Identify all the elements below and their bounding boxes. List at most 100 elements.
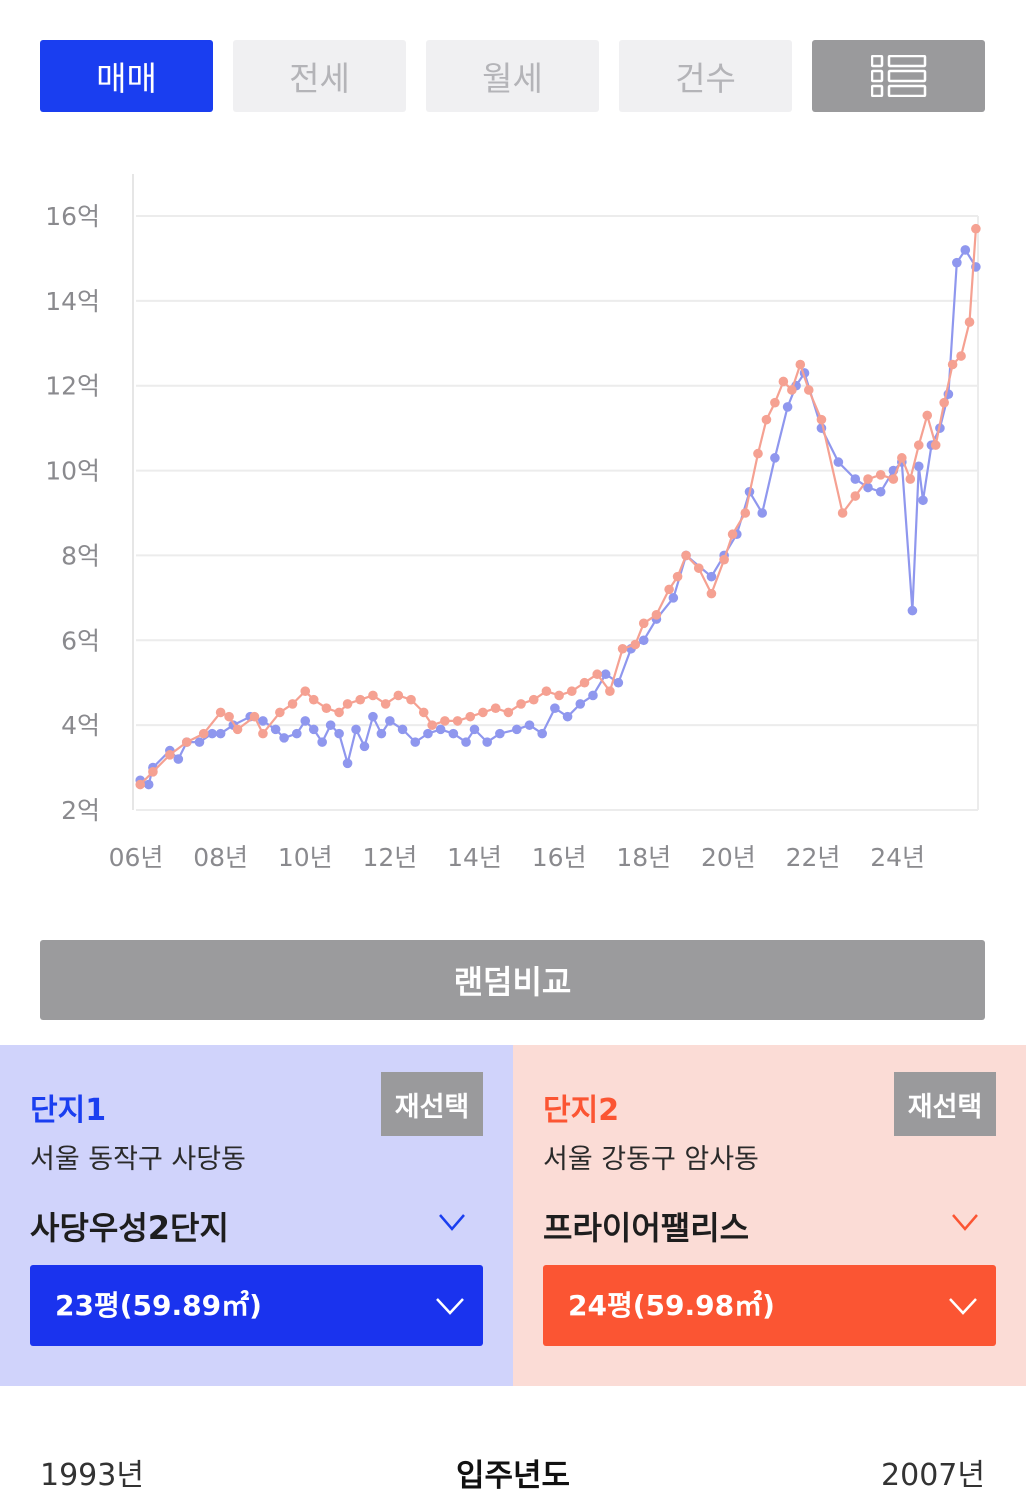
list-icon [870, 55, 926, 97]
series-1-point [435, 724, 446, 735]
series-2-point [135, 779, 146, 790]
series-2-point [380, 699, 391, 709]
series-2-point [516, 699, 526, 709]
y-tick-label: 16억 [45, 202, 100, 231]
series-1-point [325, 720, 336, 730]
series-1-point [482, 737, 492, 747]
x-tick-label: 22년 [786, 843, 841, 872]
complex2-title: 단지2 [543, 1093, 620, 1128]
series-1-point [913, 461, 924, 472]
x-tick-label: 18년 [616, 843, 671, 872]
price-chart-svg: 16억 14억 12억 10억 8억 6억 4억 2억 06년 08년 10년 12년 14년 16년 18… [45, 174, 981, 872]
y-tick-label: 12억 [45, 372, 100, 401]
series-2-point [947, 359, 958, 370]
series-2-point [342, 699, 353, 709]
x-tick-label: 12년 [362, 843, 417, 872]
series-2-point [440, 716, 450, 726]
complex1-move-in-year: 1993년 [40, 1458, 144, 1493]
y-tick-label: 8억 [61, 541, 100, 570]
series-1-point [952, 257, 962, 268]
series-2-point [905, 474, 916, 484]
series-2-point [753, 448, 763, 459]
complex2-panel: 단지2 재선택 서울 강동구 암사동 프라이어팰리스 24평(59.98㎡) [513, 1045, 1026, 1386]
series-2-point [956, 351, 966, 361]
series-1-point [770, 453, 780, 463]
tab-sale[interactable]: 매매 [40, 40, 213, 112]
complex2-reselect-button[interactable]: 재선택 [894, 1072, 996, 1136]
series-2-point [275, 707, 285, 718]
series-1-point [342, 758, 353, 769]
chevron-down-icon[interactable] [437, 1203, 467, 1243]
x-tick-label: 20년 [701, 843, 756, 872]
series-1-point [423, 728, 433, 739]
series-1-point [875, 486, 886, 497]
x-tick-label: 24년 [870, 843, 925, 872]
series-2-point [198, 728, 209, 739]
series-1-point [448, 728, 459, 739]
series-2-point [554, 690, 564, 701]
series-1-point [782, 402, 793, 412]
complex1-size-dropdown[interactable]: 23평(59.89㎡) [30, 1265, 483, 1346]
series-1-point [351, 724, 361, 735]
series-2-point [964, 317, 975, 327]
series-2-point [681, 550, 691, 561]
series-2-point [939, 397, 949, 408]
series-2-point [406, 694, 416, 705]
complex2-size-dropdown[interactable]: 24평(59.98㎡) [543, 1265, 996, 1346]
complex2-move-in-year: 2007년 [881, 1458, 985, 1493]
series-2-point [308, 694, 319, 705]
series-1-point [960, 245, 971, 255]
series-2-point [787, 385, 797, 395]
series-1-point [850, 474, 861, 484]
series-1-point [207, 728, 217, 739]
complex2-name-dropdown[interactable]: 프라이어팰리스 [543, 1209, 750, 1247]
tab-count[interactable]: 건수 [619, 40, 792, 112]
series-2-point [888, 474, 899, 484]
series-2-point [971, 223, 981, 234]
series-2-point [913, 440, 924, 450]
x-tick-label: 16년 [532, 843, 587, 872]
price-chart[interactable]: 16억 14억 12억 10억 8억 6억 4억 2억 06년 08년 10년 12년 14년 16년 18… [0, 150, 1026, 890]
complex1-region: 서울 동작구 사당동 [30, 1144, 246, 1175]
series-1-point [359, 741, 370, 752]
series-2-point [528, 694, 539, 705]
series-2-point [465, 711, 476, 722]
series-2-point [740, 508, 751, 518]
series-2-point [778, 376, 789, 387]
series-1-point [173, 754, 184, 764]
series-2-point [930, 440, 941, 450]
tab-wolse[interactable]: 월세 [426, 40, 599, 112]
series-1-point [215, 728, 226, 739]
series-2-point [181, 737, 192, 747]
complex2-region: 서울 강동구 암사동 [543, 1144, 759, 1175]
series-1-point [317, 737, 327, 747]
tab-jeonse[interactable]: 전세 [233, 40, 406, 112]
series-1-point [469, 724, 480, 735]
series-2-point [651, 610, 662, 620]
series-1-point [300, 716, 311, 726]
series-2-point [617, 643, 628, 654]
series-1-point [757, 508, 768, 518]
random-compare-button[interactable]: 랜덤비교 [40, 940, 985, 1020]
series-1-point [143, 779, 154, 790]
series-2-point [672, 571, 683, 582]
series-1-point [638, 635, 649, 646]
x-tick-label: 10년 [278, 843, 333, 872]
x-tick-label: 08년 [193, 843, 248, 872]
complex1-name-dropdown[interactable]: 사당우성2단지 [30, 1209, 229, 1247]
series-2-point [503, 707, 514, 718]
series-1-point [524, 720, 535, 730]
list-view-button[interactable] [812, 40, 985, 112]
series-2-point [148, 767, 158, 777]
series-2-point [816, 414, 827, 425]
chevron-down-icon[interactable] [950, 1203, 980, 1243]
y-tick-label: 6억 [61, 626, 100, 655]
series-2-point [249, 711, 260, 722]
series-2-point [355, 694, 366, 705]
series-2-point [592, 669, 602, 680]
series-2-point [452, 716, 463, 726]
series-1-point [258, 716, 268, 726]
series-2-point [393, 690, 404, 701]
series-1-point [512, 724, 522, 735]
complex1-reselect-button[interactable]: 재선택 [381, 1072, 483, 1136]
